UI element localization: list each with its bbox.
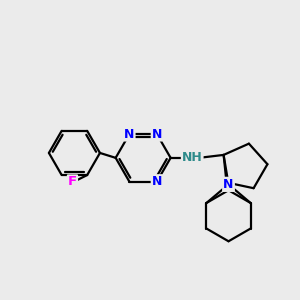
Text: N: N	[152, 175, 162, 188]
Text: N: N	[152, 128, 162, 141]
Text: NH: NH	[182, 152, 202, 164]
Text: N: N	[223, 178, 234, 191]
Text: N: N	[124, 128, 135, 141]
Text: F: F	[68, 176, 77, 188]
Text: N: N	[223, 178, 234, 191]
